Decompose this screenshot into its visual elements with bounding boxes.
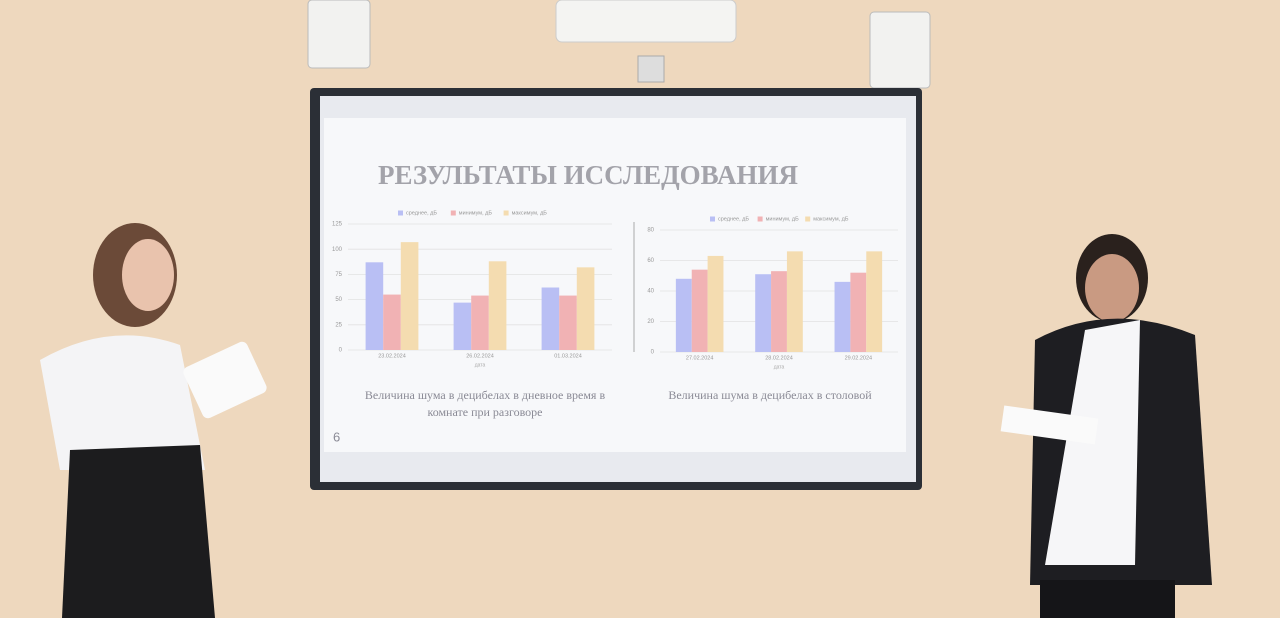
y-tick-label: 125	[332, 222, 343, 228]
bar	[850, 272, 867, 352]
y-tick-label: 0	[651, 350, 655, 356]
y-tick-label: 20	[647, 319, 654, 325]
x-tick-label: 29.02.2024	[845, 355, 873, 361]
y-tick-label: 0	[339, 348, 343, 354]
legend-swatch	[450, 210, 456, 216]
x-tick-label: 26.02.2024	[466, 353, 494, 359]
legend-swatch	[805, 216, 811, 222]
x-axis-label: дата	[774, 364, 785, 370]
legend-swatch	[503, 210, 509, 216]
notepad	[1000, 405, 1099, 445]
y-tick-label: 60	[647, 258, 654, 264]
legend-label: максимум, дБ	[512, 210, 548, 216]
shirt	[40, 335, 205, 470]
y-tick-label: 40	[647, 289, 654, 295]
bar	[488, 261, 507, 350]
legend-label: максимум, дБ	[813, 216, 849, 222]
bar	[786, 251, 803, 352]
x-tick-label: 27.02.2024	[686, 355, 714, 361]
x-tick-label: 23.02.2024	[378, 353, 406, 359]
legend-label: среднее, дБ	[406, 210, 437, 216]
bar	[834, 281, 851, 352]
y-tick-label: 50	[335, 297, 342, 303]
socket	[637, 55, 665, 83]
face	[1085, 254, 1139, 322]
x-axis-label: дата	[475, 362, 486, 368]
bar	[365, 262, 384, 350]
bar	[866, 251, 883, 352]
x-tick-label: 28.02.2024	[765, 355, 793, 361]
bar	[771, 271, 787, 352]
chart-caption: Величина шума в децибелах в столовой	[668, 388, 872, 402]
slide-number: 6	[333, 429, 340, 444]
bar	[691, 269, 708, 352]
skirt	[62, 445, 215, 618]
y-tick-label: 80	[647, 228, 654, 234]
y-tick-label: 100	[332, 247, 343, 253]
legend-label: среднее, дБ	[718, 216, 749, 222]
face	[122, 239, 174, 311]
projector	[555, 0, 737, 43]
bar	[675, 278, 692, 352]
legend-swatch	[757, 216, 763, 222]
legend-label: минимум, дБ	[459, 210, 493, 216]
legend-swatch	[710, 216, 715, 222]
x-tick-label: 01.03.2024	[554, 353, 582, 359]
bar	[707, 255, 724, 352]
y-tick-label: 25	[335, 322, 342, 328]
person-right	[1000, 234, 1212, 618]
slide-title: РЕЗУЛЬТАТЫ ИССЛЕДОВАНИЯ	[378, 160, 799, 190]
bar	[383, 294, 401, 350]
bar	[400, 242, 419, 350]
bar	[559, 295, 577, 350]
y-tick-label: 75	[335, 272, 342, 278]
legend-swatch	[398, 210, 403, 216]
bar	[576, 267, 595, 350]
speaker	[869, 11, 931, 89]
bar	[453, 302, 472, 350]
speaker	[307, 0, 371, 69]
bar	[755, 274, 772, 352]
person-left	[40, 223, 267, 618]
trousers	[1040, 580, 1175, 618]
bar	[471, 295, 489, 350]
notepad	[183, 341, 267, 419]
slide	[324, 118, 906, 452]
bar	[541, 287, 560, 350]
chart-caption: Величина шума в децибелах в дневное врем…	[364, 388, 606, 419]
legend-label: минимум, дБ	[766, 216, 800, 222]
